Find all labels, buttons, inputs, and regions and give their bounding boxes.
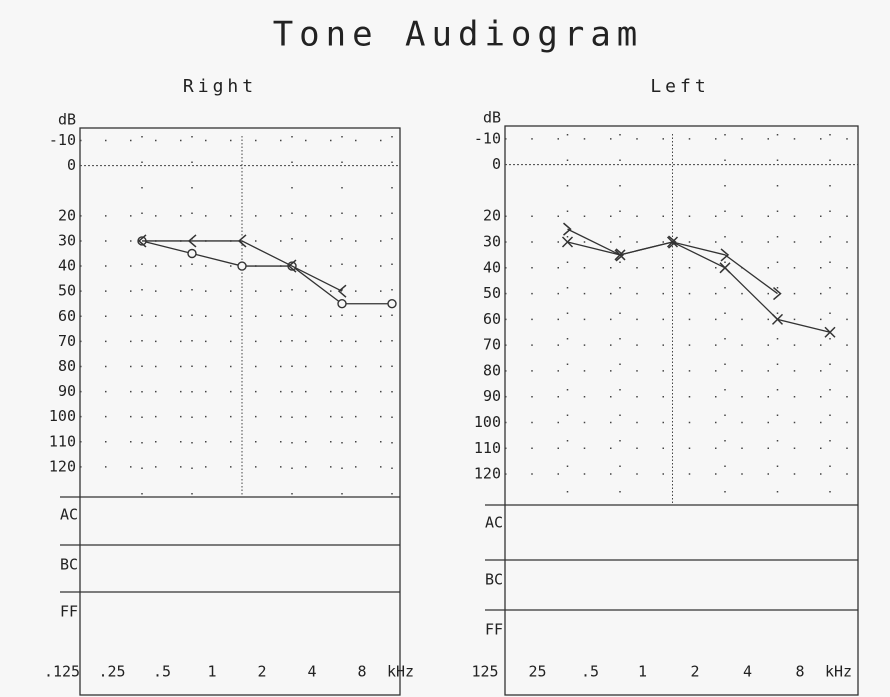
- plot-frame: [80, 128, 400, 695]
- y-tick-label: -10: [49, 131, 76, 149]
- marker: [825, 327, 835, 337]
- series-line: [142, 241, 392, 304]
- marker: [188, 250, 196, 258]
- y-tick-label: 100: [474, 413, 501, 431]
- y-tick-label: 80: [483, 361, 501, 379]
- y-tick-label: -10: [474, 129, 501, 147]
- y-tick-label: 70: [58, 332, 76, 350]
- row-label: AC: [485, 514, 503, 532]
- marker: [773, 314, 783, 324]
- y-tick-label: 110: [474, 439, 501, 457]
- row-label: BC: [60, 556, 78, 574]
- y-axis-label: dB: [483, 109, 501, 127]
- y-tick-label: 50: [483, 284, 501, 302]
- y-tick-label: 90: [483, 387, 501, 405]
- y-tick-label: 0: [67, 156, 76, 174]
- marker: [563, 237, 573, 247]
- marker: [564, 223, 571, 235]
- x-tick-label: 1: [638, 663, 647, 681]
- chart-title: Left: [650, 76, 709, 97]
- x-tick-label: .5: [581, 663, 599, 681]
- y-tick-label: 70: [483, 336, 501, 354]
- y-tick-label: 30: [483, 233, 501, 251]
- row-label: FF: [485, 621, 503, 639]
- chart-title: Right: [183, 76, 257, 97]
- series-line: [568, 242, 831, 332]
- marker: [388, 300, 396, 308]
- y-tick-label: 90: [58, 382, 76, 400]
- row-label: FF: [60, 603, 78, 621]
- y-tick-label: 120: [49, 457, 76, 475]
- y-tick-label: 20: [58, 206, 76, 224]
- row-label: AC: [60, 506, 78, 524]
- x-tick-label: 4: [307, 663, 316, 681]
- page-title: Tone Audiogram: [273, 15, 644, 55]
- x-unit: kHz: [387, 663, 414, 681]
- x-tick-label: 125: [471, 663, 498, 681]
- marker: [339, 285, 346, 297]
- row-label: BC: [485, 571, 503, 589]
- marker: [720, 263, 730, 273]
- x-unit: kHz: [825, 663, 852, 681]
- y-tick-label: 40: [58, 257, 76, 275]
- x-tick-label: 2: [257, 663, 266, 681]
- x-tick-label: 8: [357, 663, 366, 681]
- audiogram: Tone Audiogram RightdB-10020304050607080…: [0, 0, 890, 697]
- x-tick-label: 4: [743, 663, 752, 681]
- marker: [338, 300, 346, 308]
- y-axis-label: dB: [58, 111, 76, 129]
- y-tick-label: 80: [58, 357, 76, 375]
- y-tick-label: 60: [58, 307, 76, 325]
- y-tick-label: 40: [483, 258, 501, 276]
- x-tick-label: .125: [44, 663, 80, 681]
- y-tick-label: 120: [474, 465, 501, 483]
- y-tick-label: 50: [58, 282, 76, 300]
- x-tick-label: .25: [98, 663, 125, 681]
- y-tick-label: 60: [483, 310, 501, 328]
- y-tick-label: 100: [49, 407, 76, 425]
- y-tick-label: 0: [492, 155, 501, 173]
- y-tick-label: 110: [49, 432, 76, 450]
- x-tick-label: .5: [153, 663, 171, 681]
- x-tick-label: 8: [795, 663, 804, 681]
- y-tick-label: 20: [483, 207, 501, 225]
- y-tick-label: 30: [58, 231, 76, 249]
- x-tick-label: 2: [690, 663, 699, 681]
- x-tick-label: 25: [528, 663, 546, 681]
- marker: [238, 262, 246, 270]
- x-tick-label: 1: [207, 663, 216, 681]
